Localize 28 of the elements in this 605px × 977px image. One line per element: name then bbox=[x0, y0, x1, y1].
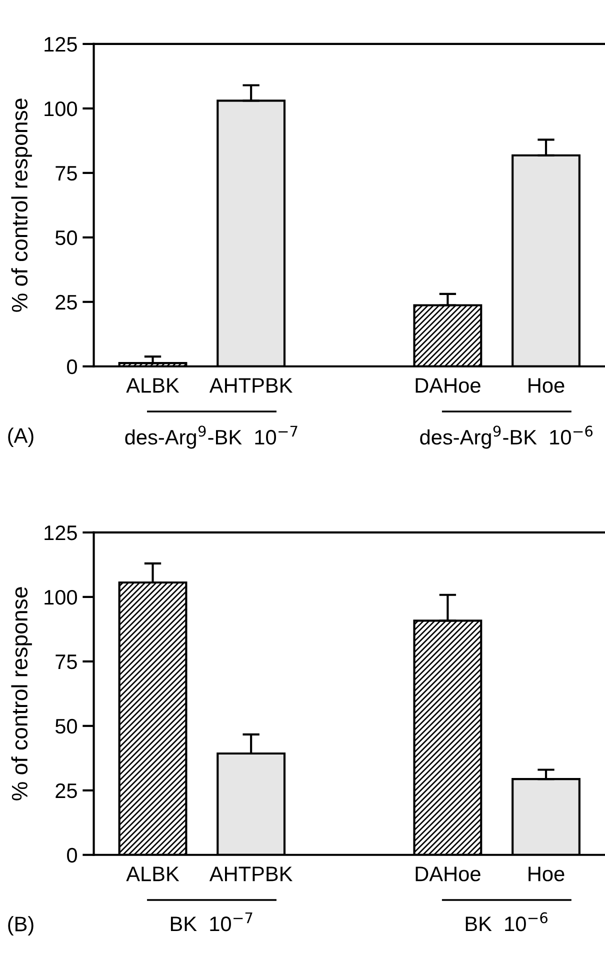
x-tick-label: ALBK bbox=[126, 378, 180, 393]
y-tick-label: 50 bbox=[55, 718, 77, 734]
y-axis-title: % of control response bbox=[11, 587, 32, 800]
y-tick-label: 25 bbox=[56, 294, 77, 310]
x-tick-label: Hoe bbox=[528, 378, 564, 393]
text: des-Arg$^{9}$-BK 10$^{−6}$ bbox=[420, 426, 593, 449]
x-tick-label: Hoe bbox=[528, 866, 564, 882]
text: BK 10$^{−7}$ bbox=[170, 912, 252, 932]
y-tick-label: 0 bbox=[67, 359, 77, 374]
x-tick-label: AHTPBK bbox=[209, 866, 293, 882]
y-tick-label: 75 bbox=[56, 166, 77, 181]
y-tick-label: 25 bbox=[56, 783, 77, 798]
text: des-Arg$^{9}$-BK 10$^{−7}$ bbox=[125, 426, 298, 449]
y-axis-title: % of control response bbox=[11, 98, 32, 312]
y-tick-label: 75 bbox=[56, 654, 77, 670]
text: BK 10$^{−6}$ bbox=[466, 912, 548, 932]
x-tick-label: ALBK bbox=[126, 866, 180, 882]
x-tick-label: DAHoe bbox=[416, 866, 480, 882]
text: (A) bbox=[8, 428, 34, 448]
y-tick-label: 100 bbox=[44, 101, 77, 116]
y-tick-label: 0 bbox=[67, 848, 77, 863]
y-tick-label: 100 bbox=[44, 590, 77, 605]
text: (B) bbox=[8, 916, 34, 936]
x-tick-label: DAHoe bbox=[416, 378, 480, 393]
y-tick-label: 125 bbox=[44, 525, 77, 540]
y-tick-label: 125 bbox=[44, 36, 77, 52]
y-tick-label: 50 bbox=[55, 230, 77, 246]
x-tick-label: AHTPBK bbox=[209, 378, 293, 393]
